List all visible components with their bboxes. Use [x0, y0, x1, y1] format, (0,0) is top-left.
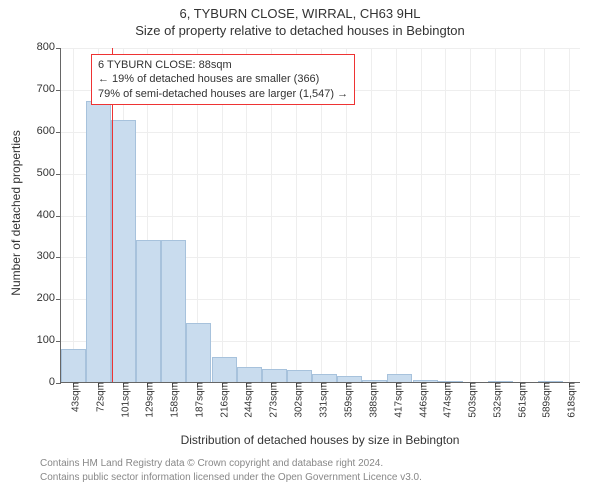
- histogram-bar: [136, 240, 161, 382]
- x-tick-label: 129sqm: [139, 382, 156, 418]
- histogram-bar: [262, 369, 287, 382]
- x-tick-label: 158sqm: [164, 382, 181, 418]
- x-tick-label: 474sqm: [436, 382, 453, 418]
- histogram-bar: [387, 374, 412, 382]
- footer-attribution: Contains HM Land Registry data © Crown c…: [40, 457, 422, 484]
- y-tick-label: 400: [37, 209, 61, 221]
- y-axis-label: Number of detached properties: [9, 113, 23, 313]
- histogram-bar: [312, 374, 337, 382]
- y-tick-label: 500: [37, 167, 61, 179]
- y-tick-label: 0: [49, 376, 61, 388]
- histogram-bar: [488, 381, 513, 382]
- page-title: 6, TYBURN CLOSE, WIRRAL, CH63 9HL: [0, 0, 600, 21]
- histogram-bar: [86, 101, 111, 382]
- page-subtitle: Size of property relative to detached ho…: [0, 21, 600, 38]
- y-tick-label: 100: [37, 334, 61, 346]
- footer-line: Contains HM Land Registry data © Crown c…: [40, 457, 422, 471]
- y-tick-label: 800: [37, 41, 61, 53]
- x-tick-label: 618sqm: [560, 382, 577, 418]
- x-tick-label: 589sqm: [535, 382, 552, 418]
- histogram-bar: [212, 357, 237, 382]
- x-tick-label: 72sqm: [90, 382, 107, 412]
- x-tick-label: 331sqm: [313, 382, 330, 418]
- histogram-bar: [111, 120, 136, 382]
- x-tick-label: 446sqm: [412, 382, 429, 418]
- y-tick-label: 700: [37, 83, 61, 95]
- x-axis-label: Distribution of detached houses by size …: [60, 433, 580, 447]
- histogram-bar: [337, 376, 362, 382]
- annotation-line: 6 TYBURN CLOSE: 88sqm: [98, 58, 348, 72]
- histogram-bar: [538, 381, 563, 382]
- x-tick-label: 101sqm: [115, 382, 132, 418]
- x-tick-label: 43sqm: [65, 382, 82, 412]
- x-tick-label: 532sqm: [486, 382, 503, 418]
- x-tick-label: 187sqm: [189, 382, 206, 418]
- histogram-bar: [161, 240, 186, 382]
- x-tick-label: 273sqm: [263, 382, 280, 418]
- footer-line: Contains public sector information licen…: [40, 471, 422, 485]
- histogram-bar: [438, 381, 463, 382]
- x-tick-label: 417sqm: [387, 382, 404, 418]
- x-tick-label: 503sqm: [461, 382, 478, 418]
- histogram-bar: [362, 380, 387, 382]
- annotation-box: 6 TYBURN CLOSE: 88sqm ← 19% of detached …: [91, 54, 355, 105]
- y-tick-label: 200: [37, 292, 61, 304]
- histogram-bar: [237, 367, 262, 382]
- y-tick-label: 600: [37, 125, 61, 137]
- y-tick-label: 300: [37, 250, 61, 262]
- histogram-bar: [61, 349, 86, 383]
- x-tick-label: 244sqm: [238, 382, 255, 418]
- annotation-line: 79% of semi-detached houses are larger (…: [98, 87, 348, 101]
- x-tick-label: 216sqm: [214, 382, 231, 418]
- x-tick-label: 359sqm: [337, 382, 354, 418]
- histogram-bar: [287, 370, 312, 382]
- histogram-bar: [186, 323, 211, 382]
- histogram-bar: [413, 380, 438, 382]
- x-tick-label: 388sqm: [362, 382, 379, 418]
- x-tick-label: 561sqm: [511, 382, 528, 418]
- x-tick-label: 302sqm: [288, 382, 305, 418]
- annotation-line: ← 19% of detached houses are smaller (36…: [98, 72, 348, 86]
